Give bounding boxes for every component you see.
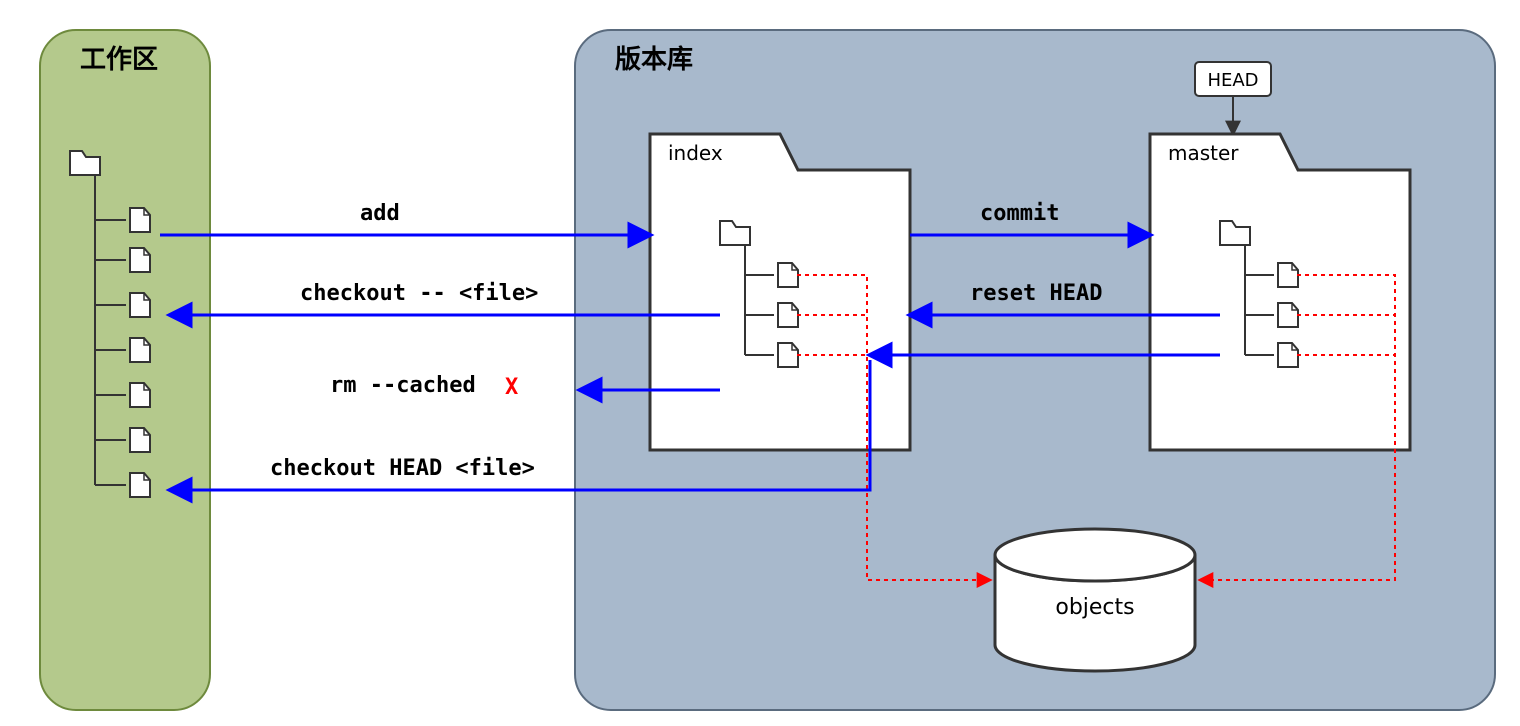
- reset-head-label: reset HEAD: [970, 281, 1102, 306]
- checkout-file-label: checkout -- <file>: [300, 281, 538, 306]
- rm-cached-label: rm --cached: [330, 373, 476, 398]
- master-tab-label: master: [1168, 141, 1239, 165]
- checkout-head-label: checkout HEAD <file>: [270, 456, 535, 481]
- repo-label: 版本库: [614, 45, 693, 75]
- master-folder: master: [1150, 134, 1410, 450]
- objects-label: objects: [1055, 595, 1134, 620]
- workdir-label: 工作区: [80, 45, 158, 75]
- git-diagram: 工作区 版本库 HEAD index master objects add co…: [0, 0, 1520, 726]
- head-label: HEAD: [1207, 70, 1258, 91]
- workdir-region: 工作区: [40, 30, 210, 710]
- commit-label: commit: [980, 201, 1059, 226]
- add-label: add: [360, 201, 400, 226]
- objects-db: objects: [995, 529, 1195, 671]
- rm-cached-x-icon: X: [505, 375, 518, 400]
- index-tab-label: index: [668, 141, 723, 165]
